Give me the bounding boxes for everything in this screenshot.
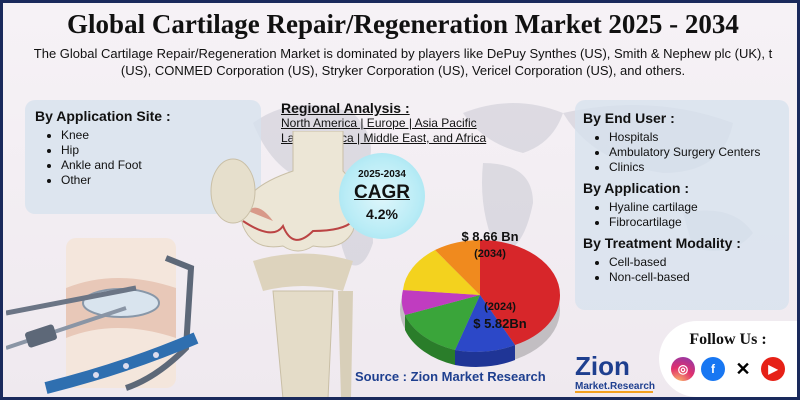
- x-icon[interactable]: ✕: [731, 357, 755, 381]
- end-user-list: Hospitals Ambulatory Surgery Centers Cli…: [583, 130, 781, 175]
- market-pie-graphic: [400, 240, 561, 367]
- svg-text:Zion: Zion: [575, 351, 630, 381]
- youtube-icon[interactable]: ▶: [761, 357, 785, 381]
- instagram-icon[interactable]: ◎: [671, 357, 695, 381]
- regional-line-1: North America | Europe | Asia Pacific: [281, 116, 477, 130]
- cagr-label: CAGR: [354, 182, 410, 203]
- year-2034: (2034): [474, 248, 506, 260]
- page-subtitle: The Global Cartilage Repair/Regeneration…: [33, 46, 773, 78]
- value-2034: $ 8.66 Bn: [461, 229, 519, 244]
- social-icons: ◎ f ✕ ▶: [659, 357, 797, 381]
- list-item: Hyaline cartilage: [609, 200, 781, 215]
- end-user-heading: By End User :: [583, 110, 675, 126]
- list-item: Clinics: [609, 160, 781, 175]
- cagr-value: 4.2%: [366, 206, 398, 222]
- svg-text:Market.Research: Market.Research: [575, 381, 655, 392]
- knee-joint-illustration: [210, 131, 357, 397]
- surgical-tool-illustration: [6, 238, 199, 394]
- end-user-section: By End User : Hospitals Ambulatory Surge…: [583, 110, 781, 175]
- list-item: Fibrocartilage: [609, 215, 781, 230]
- value-2024: $ 5.82Bn: [473, 316, 527, 331]
- list-item: Ambulatory Surgery Centers: [609, 145, 781, 160]
- list-item: Hospitals: [609, 130, 781, 145]
- zion-logo: Zion Market.Research: [575, 351, 655, 393]
- list-item: Cell-based: [609, 255, 781, 270]
- list-item: Hip: [61, 143, 251, 158]
- source-text: Source : Zion Market Research: [355, 369, 546, 384]
- facebook-icon[interactable]: f: [701, 357, 725, 381]
- market-value-2034: $ 8.66 Bn (2034): [455, 229, 525, 260]
- treatment-section: By Treatment Modality : Cell-based Non-c…: [583, 235, 781, 285]
- treatment-heading: By Treatment Modality :: [583, 235, 741, 251]
- list-item: Knee: [61, 128, 251, 143]
- follow-us-box: Follow Us : ◎ f ✕ ▶: [659, 321, 797, 397]
- year-2024: (2024): [484, 301, 516, 313]
- treatment-list: Cell-based Non-cell-based: [583, 255, 781, 285]
- application-site-heading: By Application Site :: [35, 108, 171, 124]
- page-title: Global Cartilage Repair/Regeneration Mar…: [67, 9, 739, 39]
- cagr-years: 2025-2034: [358, 169, 406, 180]
- list-item: Ankle and Foot: [61, 158, 251, 173]
- application-list: Hyaline cartilage Fibrocartilage: [583, 200, 781, 230]
- market-value-2024: (2024) $ 5.82Bn: [465, 301, 535, 331]
- application-section: By Application : Hyaline cartilage Fibro…: [583, 180, 781, 230]
- list-item: Non-cell-based: [609, 270, 781, 285]
- follow-us-heading: Follow Us :: [689, 331, 767, 348]
- list-item: Other: [61, 173, 251, 188]
- application-heading: By Application :: [583, 180, 690, 196]
- segments-panel: By End User : Hospitals Ambulatory Surge…: [575, 100, 789, 310]
- regional-heading: Regional Analysis :: [281, 100, 410, 116]
- cagr-badge: 2025-2034 CAGR 4.2%: [339, 153, 425, 239]
- application-site-list: Knee Hip Ankle and Foot Other: [35, 128, 251, 188]
